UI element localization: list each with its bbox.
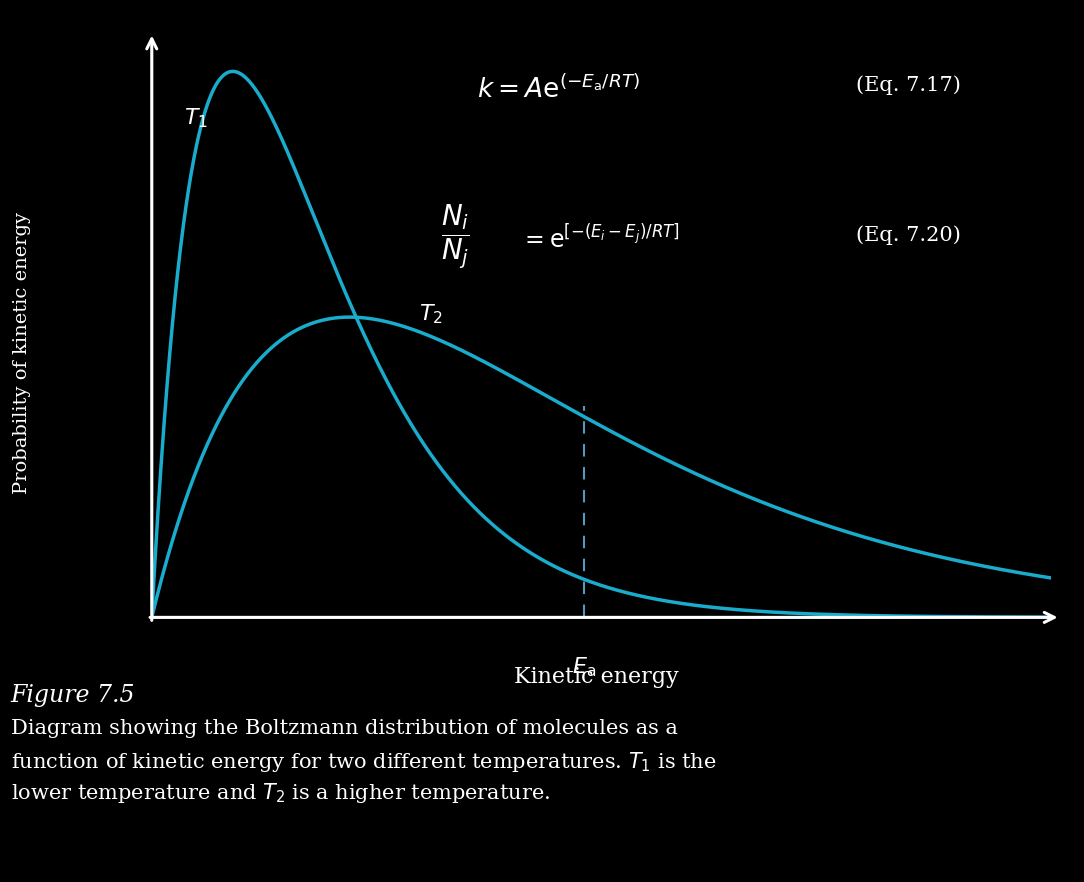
Text: function of kinetic energy for two different temperatures. $T_1$ is the: function of kinetic energy for two diffe… xyxy=(11,750,717,774)
Text: lower temperature and $T_2$ is a higher temperature.: lower temperature and $T_2$ is a higher … xyxy=(11,781,551,804)
Text: $k = \mathit{A}\mathrm{e}^{(-\mathit{E}_\mathrm{a}/\mathit{RT})}$: $k = \mathit{A}\mathrm{e}^{(-\mathit{E}_… xyxy=(477,75,640,103)
Text: Diagram showing the Boltzmann distribution of molecules as a: Diagram showing the Boltzmann distributi… xyxy=(11,719,678,738)
Text: Kinetic energy: Kinetic energy xyxy=(514,666,679,688)
Text: $\mathit{E}_\mathrm{a}$: $\mathit{E}_\mathrm{a}$ xyxy=(571,655,596,679)
Text: $= \mathrm{e}^{[-(\mathit{E}_i - \mathit{E}_j)/\mathit{RT}]}$: $= \mathrm{e}^{[-(\mathit{E}_i - \mathit… xyxy=(520,225,680,253)
Text: Figure 7.5: Figure 7.5 xyxy=(11,684,136,706)
Text: $\mathit{T}_2$: $\mathit{T}_2$ xyxy=(420,303,443,326)
Text: (Eq. 7.20): (Eq. 7.20) xyxy=(856,225,962,244)
Text: $\mathit{T}_1$: $\mathit{T}_1$ xyxy=(184,107,208,130)
Text: (Eq. 7.17): (Eq. 7.17) xyxy=(856,75,962,94)
Text: Probability of kinetic energy: Probability of kinetic energy xyxy=(13,212,30,494)
Text: $\dfrac{\mathit{N}_i}{\mathit{N}_j}$: $\dfrac{\mathit{N}_i}{\mathit{N}_j}$ xyxy=(441,203,469,271)
